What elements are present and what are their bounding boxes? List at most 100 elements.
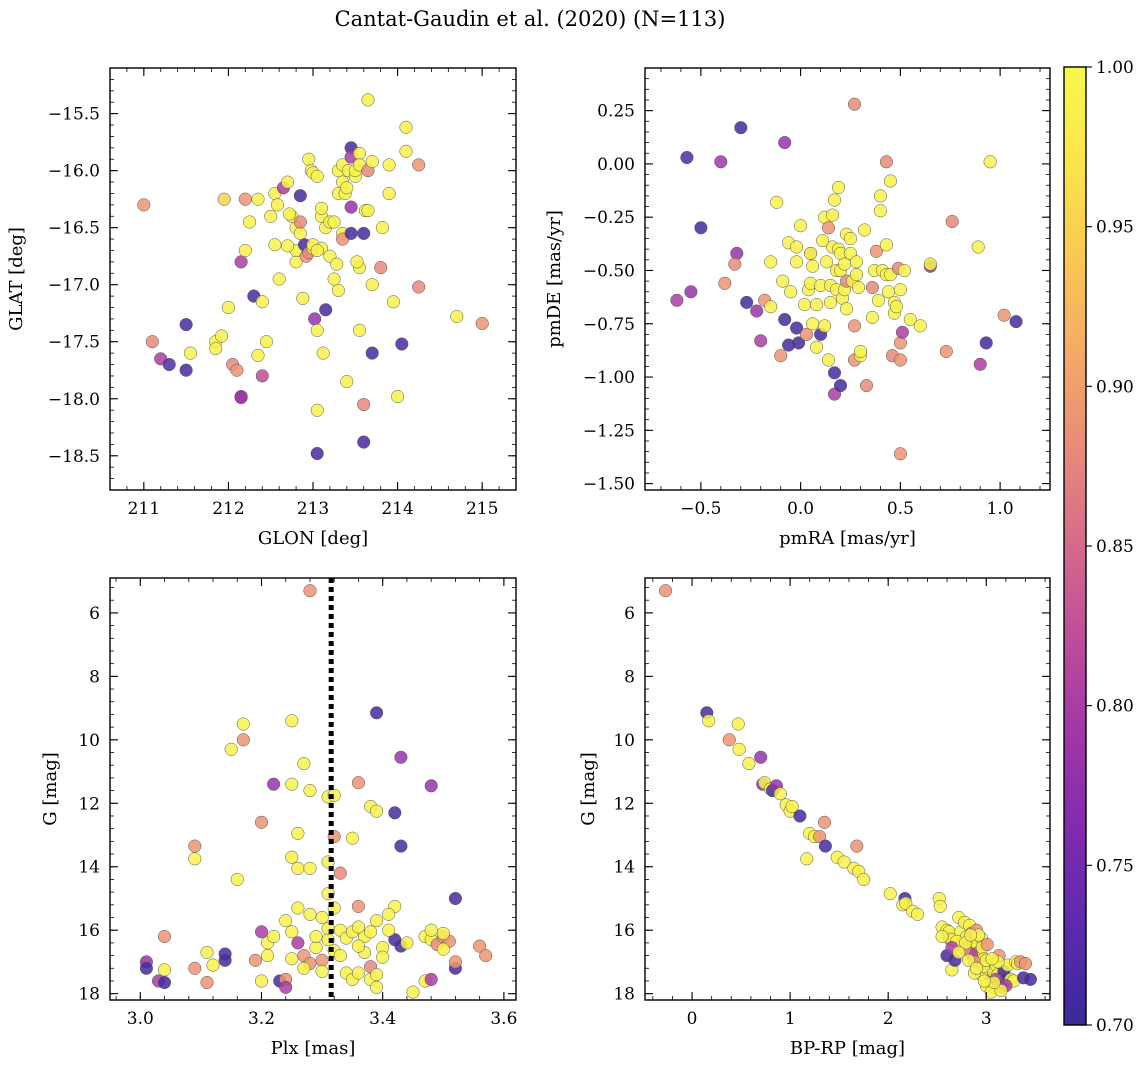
data-point [251, 192, 265, 206]
y-tick-label: 0.00 [597, 155, 635, 175]
data-point [473, 939, 487, 953]
y-tick-label: 14 [613, 858, 635, 878]
data-point [374, 261, 388, 275]
data-point [923, 257, 937, 271]
data-point [770, 195, 784, 209]
data-point [406, 985, 420, 999]
data-point [764, 300, 778, 314]
data-point [742, 757, 756, 771]
data-point [879, 238, 893, 252]
data-point [903, 312, 917, 327]
data-point [224, 742, 238, 756]
data-point [345, 831, 359, 845]
data-point [382, 907, 396, 921]
data-point [264, 209, 278, 223]
data-point [259, 335, 274, 349]
y-tick-label: −0.50 [583, 261, 635, 281]
data-point [424, 972, 438, 986]
data-point [386, 295, 400, 309]
data-point [145, 335, 159, 349]
scatter-points [659, 584, 1037, 999]
data-point [261, 949, 275, 963]
data-point [400, 936, 414, 950]
data-point [293, 215, 307, 229]
data-point [833, 379, 848, 393]
data-point [778, 136, 792, 150]
data-point [731, 717, 745, 731]
data-point [357, 397, 371, 412]
data-point [857, 223, 872, 237]
data-point [291, 901, 305, 915]
data-point [945, 214, 959, 229]
y-tick-label: 16 [613, 921, 635, 941]
data-point [281, 239, 295, 253]
y-tick-label: −16.0 [48, 162, 100, 182]
y-tick-label: 12 [613, 794, 635, 814]
data-point [162, 357, 176, 372]
data-point [813, 830, 827, 844]
y-tick-label: −0.75 [583, 315, 635, 335]
y-tick-label: −1.50 [583, 475, 635, 495]
data-point [370, 980, 384, 994]
data-point [281, 175, 295, 189]
data-point [268, 238, 282, 252]
data-point [316, 346, 330, 360]
data-point [818, 319, 832, 333]
data-point [327, 272, 341, 286]
data-point [297, 961, 311, 975]
data-point [889, 300, 903, 314]
data-point [179, 318, 193, 332]
data-point [255, 295, 269, 309]
data-point [804, 246, 818, 260]
data-point [394, 839, 408, 853]
data-point [659, 584, 673, 598]
data-point [979, 336, 993, 350]
data-point [792, 336, 806, 350]
y-tick-label: 18 [613, 985, 635, 1005]
scatter-points [670, 97, 1023, 461]
data-point [364, 925, 378, 939]
data-point [684, 285, 698, 299]
colorbar-tick-label: 0.70 [1096, 1016, 1134, 1036]
data-point [351, 920, 365, 934]
data-point [352, 146, 367, 161]
y-tick-label: −1.25 [583, 421, 635, 441]
x-tick-label: 212 [212, 499, 244, 519]
data-point [314, 201, 329, 215]
y-axis-label: pmDE [mas/yr] [544, 210, 565, 348]
y-tick-label: 8 [624, 667, 635, 687]
x-axis-label: GLON [deg] [258, 528, 368, 549]
data-point [357, 435, 371, 449]
data-point [973, 357, 987, 371]
data-point [310, 403, 324, 417]
data-point [236, 717, 250, 731]
data-point [790, 255, 804, 269]
panel-parallax-magnitude: 3.0 3.2 3.4 3.6 6 8 10 12 14 16 18 Plx [mas] G [mag] [40, 577, 517, 1059]
data-point [714, 155, 728, 169]
data-point [382, 923, 396, 937]
data-point [800, 852, 814, 866]
data-point [267, 929, 281, 944]
data-point [773, 787, 787, 801]
data-point [270, 198, 285, 212]
data-point [238, 192, 252, 206]
data-point [351, 939, 365, 953]
data-point [361, 93, 375, 107]
data-point [352, 323, 367, 337]
data-point [825, 208, 840, 222]
data-point [285, 714, 299, 728]
data-point [823, 295, 838, 309]
data-point [251, 348, 265, 362]
y-tick-label: 12 [78, 794, 100, 814]
x-tick-label: 3 [981, 1009, 992, 1029]
data-point [340, 375, 354, 389]
colorbar-tick-label: 0.90 [1096, 377, 1134, 397]
data-point [895, 325, 909, 339]
data-point [935, 929, 949, 944]
data-point [382, 186, 396, 201]
data-point [754, 334, 768, 348]
data-point [370, 914, 384, 928]
axes-frame [109, 67, 517, 491]
data-point [754, 750, 768, 764]
